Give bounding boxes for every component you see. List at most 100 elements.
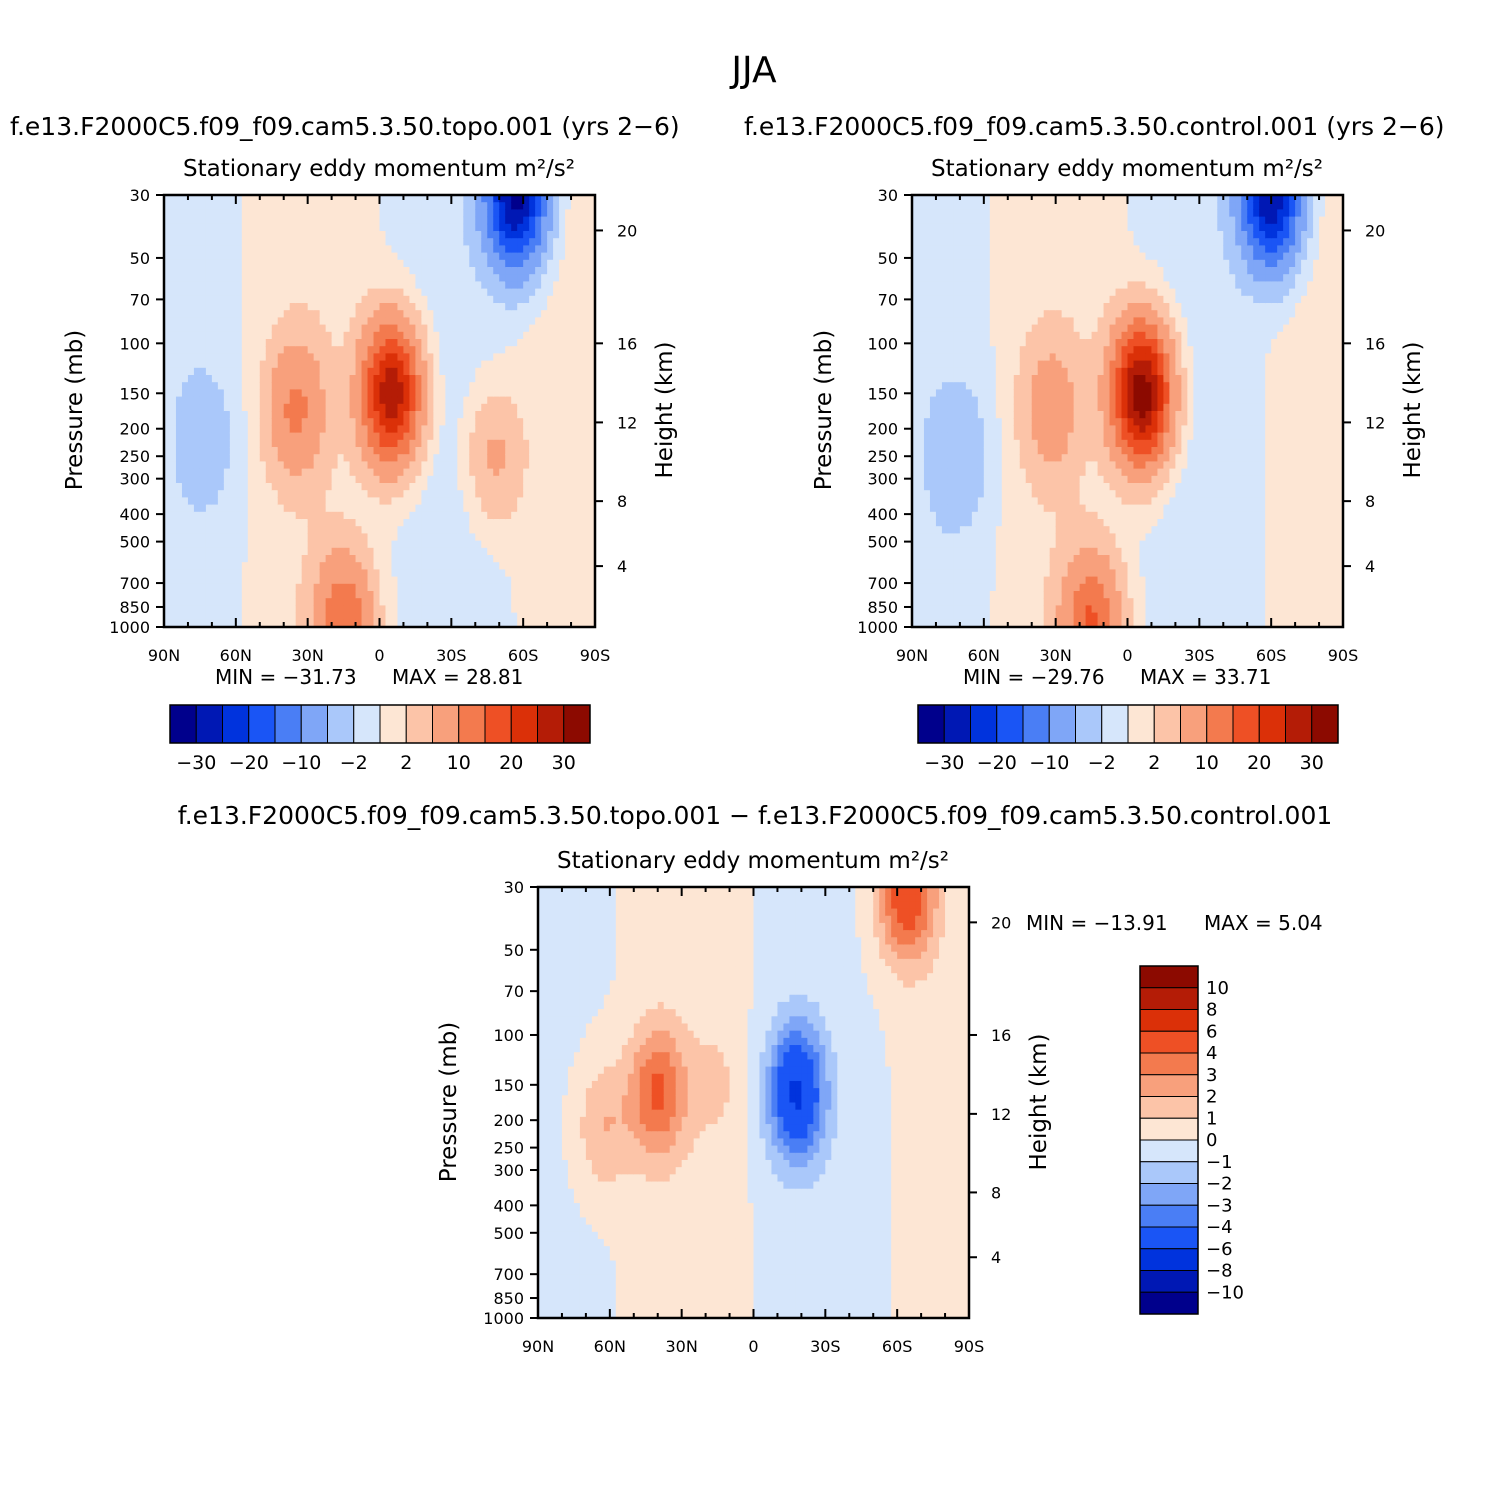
field-cell (259, 605, 267, 614)
field-cell (463, 526, 470, 534)
field-cell (313, 583, 321, 592)
field-cell (199, 231, 207, 239)
field-cell (505, 252, 512, 261)
field-cell (475, 331, 482, 340)
field-cell (181, 569, 189, 578)
field-cell (499, 360, 506, 369)
field-cell (577, 569, 584, 578)
field-cell (223, 216, 231, 225)
field-cell (175, 281, 183, 290)
field-cell (445, 454, 452, 462)
field-cell (475, 418, 482, 426)
field-cell (457, 526, 464, 534)
field-cell (583, 267, 590, 275)
field-cell (337, 612, 345, 621)
field-cell (313, 418, 321, 426)
field-cell (169, 389, 177, 398)
field-cell (445, 339, 452, 347)
field-cell (541, 403, 548, 412)
field-cell (559, 540, 566, 549)
field-cell (511, 583, 518, 592)
field-cell (535, 490, 542, 498)
field-cell (523, 216, 530, 225)
field-cell (253, 475, 261, 484)
field-cell (935, 439, 943, 448)
field-cell (253, 281, 261, 290)
field-cell (499, 439, 506, 448)
field-cell (223, 252, 231, 261)
field-cell (355, 375, 363, 383)
field-cell (187, 483, 195, 491)
field-cell (583, 418, 590, 426)
field-cell (553, 281, 560, 290)
field-cell (289, 533, 297, 542)
field-cell (355, 526, 363, 534)
field-cell (929, 367, 937, 376)
field-cell (499, 598, 506, 606)
field-cell (565, 526, 572, 534)
field-cell (463, 396, 470, 405)
field-cell (319, 497, 327, 506)
field-cell (235, 432, 243, 441)
field-cell (403, 281, 411, 290)
field-cell (421, 281, 428, 290)
field-cell (469, 202, 476, 210)
field-cell (355, 591, 363, 599)
field-cell (923, 447, 931, 455)
field-cell (211, 425, 219, 434)
field-cell (469, 223, 476, 232)
field-cell (523, 454, 530, 462)
field-cell (493, 619, 500, 628)
field-cell (433, 533, 440, 542)
field-cell (253, 526, 261, 534)
field-cell (397, 353, 405, 362)
field-cell (229, 540, 237, 549)
field-cell (199, 432, 207, 441)
field-cell (325, 439, 333, 448)
field-cell (343, 303, 351, 311)
field-cell (367, 360, 375, 369)
field-cell (283, 526, 291, 534)
field-cell (205, 331, 213, 340)
field-cell (912, 375, 919, 383)
field-cell (547, 223, 554, 232)
field-cell (427, 389, 434, 398)
field-cell (379, 619, 387, 628)
field-cell (439, 267, 446, 275)
field-cell (923, 195, 931, 203)
field-cell (367, 490, 375, 498)
field-cell (475, 519, 482, 527)
field-cell (373, 555, 381, 563)
field-cell (487, 555, 494, 563)
field-cell (403, 504, 411, 513)
field-cell (325, 339, 333, 347)
field-cell (547, 360, 554, 369)
field-cell (367, 605, 375, 614)
field-cell (947, 504, 955, 513)
field-cell (265, 295, 273, 304)
field-cell (565, 274, 572, 282)
field-cell (529, 396, 536, 405)
field-cell (415, 216, 423, 225)
field-cell (289, 245, 297, 254)
field-cell (445, 324, 452, 333)
x-tick-label: 30N (292, 646, 324, 665)
field-cell (935, 497, 943, 506)
field-cell (217, 562, 225, 570)
field-cell (529, 439, 536, 448)
field-cell (235, 195, 243, 203)
field-cell (493, 569, 500, 578)
field-cell (577, 598, 584, 606)
field-cell (469, 612, 476, 621)
field-cell (935, 598, 943, 606)
field-cell (445, 317, 452, 326)
field-cell (451, 555, 458, 563)
field-cell (223, 331, 231, 340)
field-cell (439, 295, 446, 304)
field-cell (295, 375, 303, 383)
field-cell (193, 454, 201, 462)
field-cell (247, 303, 255, 311)
field-cell (421, 223, 428, 232)
field-cell (241, 576, 249, 585)
field-cell (912, 389, 919, 398)
